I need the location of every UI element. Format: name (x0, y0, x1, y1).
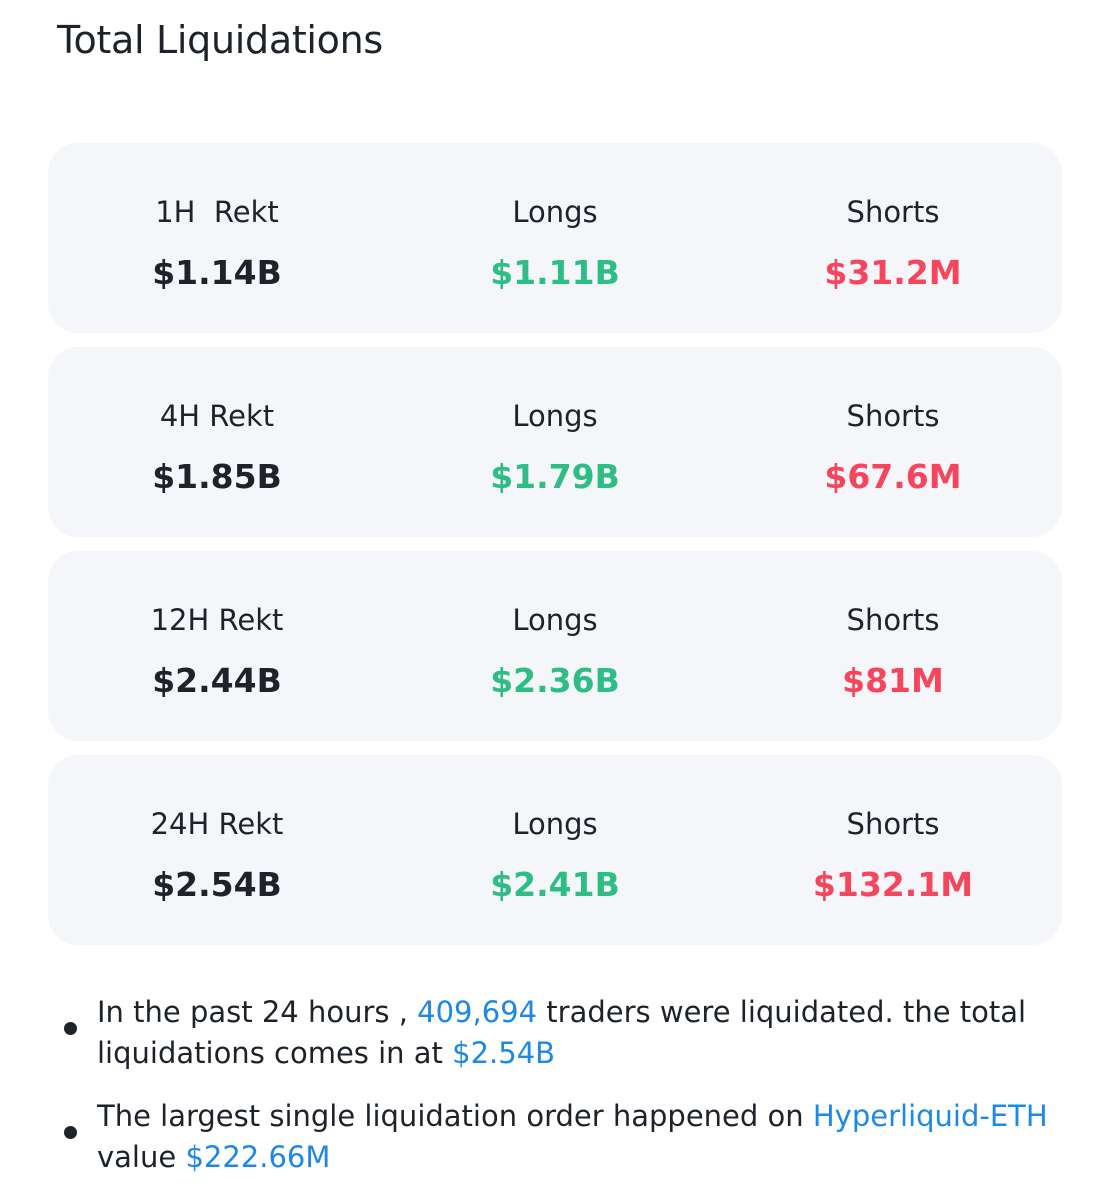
note-text: The largest single liquidation order hap… (97, 1099, 813, 1133)
shorts-value: $31.2M (824, 253, 962, 292)
total-column: 4H Rekt $1.85B (48, 347, 386, 537)
total-value: $2.44B (152, 661, 282, 700)
liquidation-card-1h[interactable]: 1H Rekt $1.14B Longs $1.11B Shorts $31.2… (48, 143, 1062, 333)
longs-label: Longs (512, 603, 598, 637)
longs-column: Longs $2.41B (386, 755, 724, 945)
longs-label: Longs (512, 195, 598, 229)
note-text: traders were liquidated. the total liqui… (97, 995, 1027, 1070)
longs-value: $2.41B (490, 865, 620, 904)
longs-label: Longs (512, 807, 598, 841)
note-text: In the past 24 hours , (97, 995, 418, 1029)
shorts-column: Shorts $81M (724, 551, 1062, 741)
period-label: 12H Rekt (150, 603, 284, 637)
longs-column: Longs $1.79B (386, 347, 724, 537)
bullet-icon (64, 1126, 77, 1139)
total-liquidations-link[interactable]: $2.54B (452, 1036, 556, 1070)
longs-column: Longs $2.36B (386, 551, 724, 741)
shorts-label: Shorts (846, 195, 940, 229)
shorts-column: Shorts $132.1M (724, 755, 1062, 945)
pair-link[interactable]: Hyperliquid-ETH (812, 1099, 1048, 1133)
traders-count-link[interactable]: 409,694 (417, 995, 538, 1029)
largest-value-link[interactable]: $222.66M (185, 1140, 331, 1174)
total-value: $1.85B (152, 457, 282, 496)
period-label: 1H Rekt (155, 195, 279, 229)
total-column: 24H Rekt $2.54B (48, 755, 386, 945)
shorts-value: $132.1M (812, 865, 974, 904)
longs-value: $1.11B (490, 253, 620, 292)
summary-note-largest: The largest single liquidation order hap… (60, 1096, 1070, 1178)
period-label: 4H Rekt (159, 399, 275, 433)
summary-notes: In the past 24 hours , 409,694 traders w… (60, 992, 1070, 1200)
shorts-label: Shorts (846, 603, 940, 637)
total-value: $2.54B (152, 865, 282, 904)
shorts-label: Shorts (846, 399, 940, 433)
period-label: 24H Rekt (150, 807, 284, 841)
note-text: value (97, 1140, 186, 1174)
bullet-icon (64, 1022, 77, 1035)
longs-column: Longs $1.11B (386, 143, 724, 333)
liquidation-card-12h[interactable]: 12H Rekt $2.44B Longs $2.36B Shorts $81M (48, 551, 1062, 741)
shorts-value: $67.6M (824, 457, 962, 496)
shorts-label: Shorts (846, 807, 940, 841)
longs-value: $2.36B (490, 661, 620, 700)
shorts-value: $81M (842, 661, 944, 700)
page-title: Total Liquidations (57, 18, 383, 62)
total-value: $1.14B (152, 253, 282, 292)
liquidation-card-24h[interactable]: 24H Rekt $2.54B Longs $2.41B Shorts $132… (48, 755, 1062, 945)
longs-value: $1.79B (490, 457, 620, 496)
liquidation-cards: 1H Rekt $1.14B Longs $1.11B Shorts $31.2… (48, 143, 1062, 959)
liquidation-card-4h[interactable]: 4H Rekt $1.85B Longs $1.79B Shorts $67.6… (48, 347, 1062, 537)
total-column: 12H Rekt $2.44B (48, 551, 386, 741)
summary-note-traders: In the past 24 hours , 409,694 traders w… (60, 992, 1070, 1074)
shorts-column: Shorts $67.6M (724, 347, 1062, 537)
longs-label: Longs (512, 399, 598, 433)
shorts-column: Shorts $31.2M (724, 143, 1062, 333)
total-column: 1H Rekt $1.14B (48, 143, 386, 333)
